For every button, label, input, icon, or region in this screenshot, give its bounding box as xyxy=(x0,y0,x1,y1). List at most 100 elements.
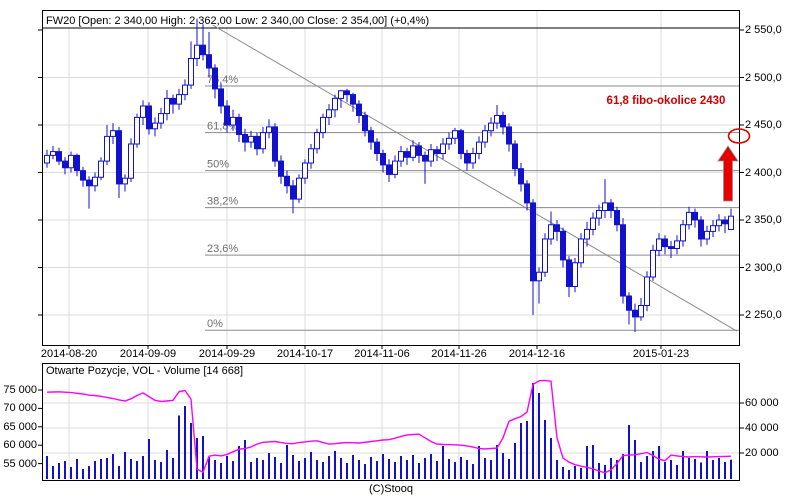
candle-body xyxy=(608,202,614,211)
candle-body xyxy=(512,143,518,170)
volume-bar xyxy=(484,458,486,479)
volume-bar xyxy=(520,423,522,479)
volume-bar xyxy=(652,451,654,479)
volume-bar xyxy=(202,436,204,479)
volume-bar xyxy=(142,456,144,479)
candle-body xyxy=(632,309,638,318)
candle-body xyxy=(446,137,452,145)
candle-body xyxy=(614,210,620,226)
volume-bar xyxy=(268,453,270,479)
candle-body xyxy=(470,153,476,164)
volume-bar xyxy=(298,461,300,479)
candle-body xyxy=(44,154,50,164)
candle-body xyxy=(302,162,308,179)
volume-bar xyxy=(454,462,456,479)
volume-bar xyxy=(676,465,678,479)
candle-body xyxy=(620,224,626,297)
date-axis-label: 2014-08-20 xyxy=(40,348,98,360)
candle-body xyxy=(374,141,380,155)
target-ellipse-annotation xyxy=(727,128,751,144)
fib-label: 23,6% xyxy=(207,243,238,255)
candle-body xyxy=(56,151,62,162)
candle-body xyxy=(692,211,698,221)
candle-body xyxy=(344,90,350,96)
volume-bar xyxy=(430,454,432,479)
candle-body xyxy=(320,116,326,134)
candle-body xyxy=(434,149,440,154)
candle-body xyxy=(182,84,188,96)
candle-body xyxy=(506,126,512,145)
price-axis-label: 2 400,0 xyxy=(745,166,782,179)
volume-bar xyxy=(694,459,696,479)
date-axis-label: 2014-12-16 xyxy=(508,348,566,360)
candle-body xyxy=(668,246,674,250)
candle-body xyxy=(494,115,500,124)
volume-right-axis-label: 60 000 xyxy=(745,397,779,409)
volume-bar xyxy=(538,393,540,479)
volume-bars xyxy=(46,383,732,479)
candle-body xyxy=(596,210,602,219)
candle-body xyxy=(290,185,296,200)
volume-bar xyxy=(220,463,222,479)
candle-body xyxy=(638,305,644,318)
volume-bar xyxy=(718,458,720,479)
volume-bar xyxy=(394,462,396,479)
candle-body xyxy=(170,97,176,105)
volume-bar xyxy=(706,451,708,479)
volume-bar xyxy=(388,459,390,479)
candle-body xyxy=(134,116,140,145)
price-axis-label: 2 550,0 xyxy=(745,24,782,36)
volume-bar xyxy=(688,458,690,479)
volume-bar xyxy=(106,458,108,479)
volume-bar xyxy=(238,446,240,479)
candle-body xyxy=(164,97,170,115)
volume-bar xyxy=(184,406,186,479)
candle-body xyxy=(548,224,554,240)
candle-body xyxy=(194,44,200,60)
candle-body xyxy=(260,132,266,150)
main-chart-border xyxy=(42,10,740,346)
candle-body xyxy=(140,105,146,118)
volume-bar xyxy=(346,463,348,479)
candle-body xyxy=(146,105,152,130)
volume-bar xyxy=(286,445,288,479)
volume-bar xyxy=(382,454,384,479)
chart-title: FW20 [Open: 2 340,00 High: 2 362,00 Low:… xyxy=(46,15,429,27)
date-axis-label: 2014-10-17 xyxy=(276,348,334,360)
volume-bar xyxy=(514,443,516,479)
candle-body xyxy=(542,238,548,273)
candle-body xyxy=(350,94,356,105)
volume-bar xyxy=(400,456,402,479)
candle-body xyxy=(458,130,464,154)
volume-bar xyxy=(352,455,354,479)
volume-bar xyxy=(256,458,258,479)
volume-bar xyxy=(658,446,660,479)
candle-body xyxy=(74,154,80,172)
candle-body xyxy=(398,151,404,162)
volume-bar xyxy=(424,458,426,479)
candle-body xyxy=(566,259,572,287)
volume-bar xyxy=(628,425,630,479)
volume-bar xyxy=(118,466,120,479)
volume-bar xyxy=(670,460,672,479)
candle-body xyxy=(728,215,734,230)
candle-body xyxy=(296,177,302,200)
volume-bar xyxy=(700,462,702,479)
volume-bar xyxy=(70,467,72,479)
price-axis-label: 2 300,0 xyxy=(745,261,782,274)
candle-body xyxy=(68,154,74,169)
candle-body xyxy=(698,219,704,240)
volume-bar xyxy=(616,460,618,479)
candle-body xyxy=(482,130,488,143)
candle-body xyxy=(488,122,494,132)
price-axis-label: 2 450,0 xyxy=(745,119,782,131)
candle-body xyxy=(452,130,458,139)
volume-bar xyxy=(586,446,588,479)
volume-bar xyxy=(130,459,132,479)
candle-body xyxy=(242,134,248,143)
fibo-annotation: 61,8 fibo-okolice 2430 xyxy=(606,95,726,107)
volume-bar xyxy=(544,420,546,479)
volume-bar xyxy=(562,467,564,479)
volume-bar xyxy=(592,445,594,479)
